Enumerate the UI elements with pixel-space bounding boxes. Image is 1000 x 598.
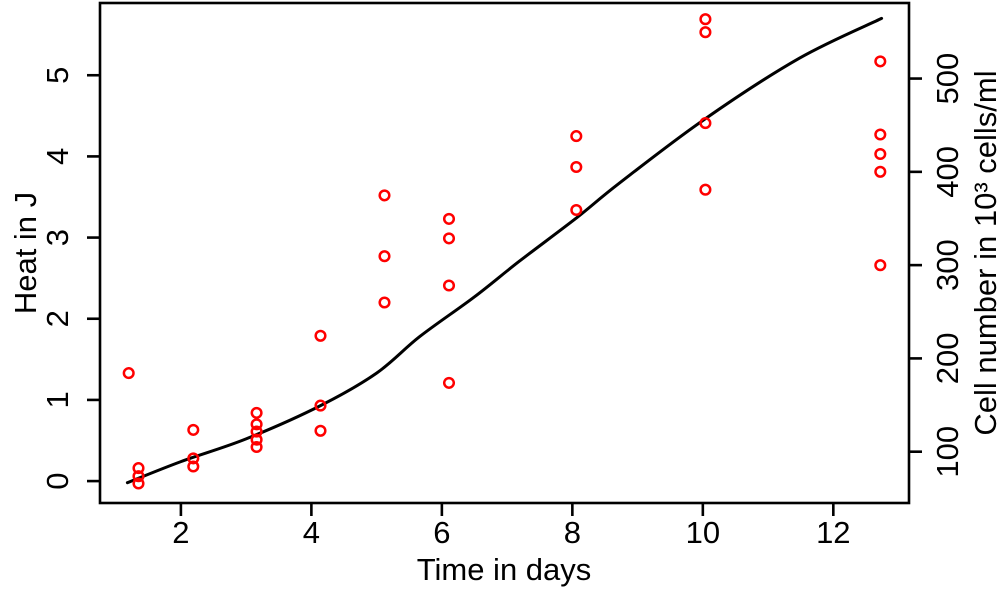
y-left-tick-label: 1 [40,391,75,408]
data-point [570,130,583,143]
y-right-tick-label: 100 [930,426,965,478]
data-point [442,376,456,389]
data-point [570,203,583,217]
y-right-tick-label: 300 [930,239,965,291]
data-point [122,367,135,380]
data-point [442,232,456,245]
plot-border [98,1,911,505]
data-point [187,460,200,473]
data-point [874,128,887,141]
y-left-tick-label: 2 [40,310,75,327]
data-point [250,425,263,438]
data-point [874,259,887,272]
y-right-tick-label: 200 [930,333,965,385]
data-point [699,183,712,196]
data-point [378,296,391,309]
data-point [874,165,887,178]
data-point [699,13,712,26]
data-point [442,279,456,292]
data-point [314,329,327,342]
data-point [132,462,145,475]
data-point [314,424,327,437]
data-point [570,160,583,174]
x-tick-label: 2 [172,515,189,550]
data-point [378,189,391,202]
data-point [378,250,391,263]
left-axis-title: Heat in J [8,192,43,314]
x-tick-label: 8 [564,515,581,550]
y-right-tick-label: 400 [930,146,965,198]
y-right-tick-label: 500 [930,53,965,105]
x-tick-label: 12 [816,515,850,550]
y-left-tick-label: 5 [40,67,75,84]
right-axis-title: Cell number in 10³ cells/ml [968,70,1000,435]
y-left-tick-label: 0 [40,472,75,489]
data-point [250,440,263,454]
data-point [874,55,887,68]
x-tick-label: 4 [303,515,320,550]
data-point [699,26,712,39]
data-point [250,433,263,446]
data-point [442,212,456,225]
data-point [250,418,263,431]
data-point [132,470,145,483]
data-point [132,477,145,490]
y-left-tick-label: 4 [40,148,75,165]
data-point [187,423,200,436]
fit-curve [125,16,884,485]
x-tick-label: 10 [686,515,720,550]
data-point [874,147,887,161]
data-point [250,406,263,419]
data-point [314,399,327,412]
x-tick-label: 6 [433,515,450,550]
y-left-tick-label: 3 [40,229,75,246]
data-point [699,117,712,130]
x-axis-title: Time in days [417,552,592,587]
data-point [187,452,200,465]
